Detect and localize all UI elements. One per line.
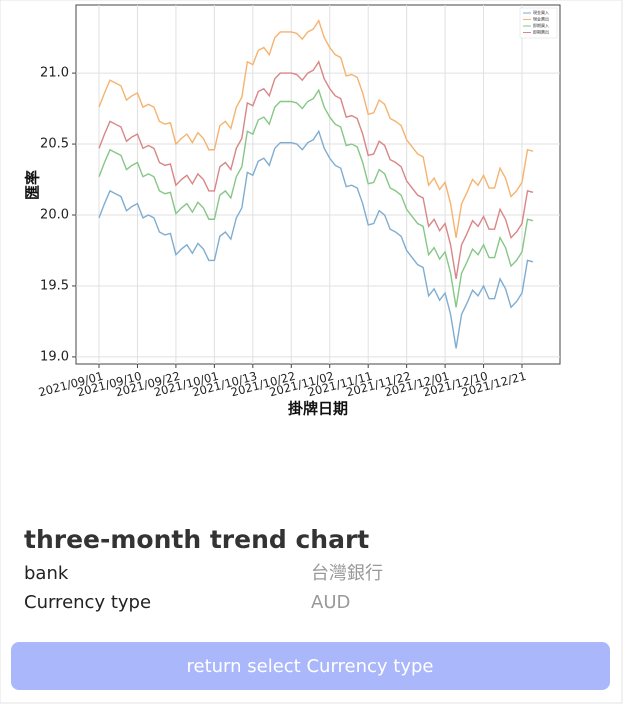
series-line — [98, 88, 534, 308]
field-value: AUD — [311, 592, 350, 613]
section-title: three-month trend chart — [24, 525, 369, 554]
field-label: Currency type — [24, 592, 151, 613]
button-label[interactable]: return select Currency type — [187, 656, 434, 677]
series-line — [98, 18, 534, 238]
series-line — [98, 60, 534, 279]
y-tick-label: 20.5 — [40, 137, 69, 152]
field-label: bank — [24, 563, 69, 584]
legend-label: 即期賣出 — [533, 29, 549, 35]
y-tick-label: 21.0 — [40, 66, 69, 81]
y-axis-label: 匯率 — [24, 170, 42, 200]
y-tick-label: 19.5 — [40, 278, 69, 293]
legend-label: 現金買入 — [533, 9, 549, 15]
legend-label: 即期買入 — [533, 22, 549, 28]
field-value: 台灣銀行 — [311, 563, 383, 584]
x-axis-label: 掛牌日期 — [288, 400, 348, 418]
grid — [76, 5, 560, 364]
legend-label: 現金賣出 — [533, 16, 549, 22]
y-tick-label: 19.0 — [40, 349, 69, 364]
y-tick-label: 20.0 — [40, 208, 69, 223]
return-button[interactable] — [11, 642, 610, 690]
series-line — [98, 129, 534, 349]
